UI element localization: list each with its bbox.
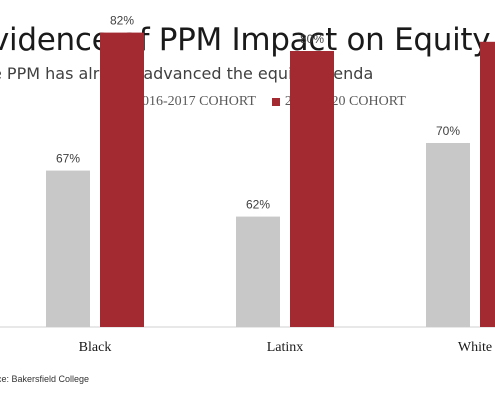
category-label-black: Black: [79, 340, 112, 355]
bar-black-2016-2017: [46, 170, 90, 327]
category-label-white: White: [458, 340, 492, 355]
chart-title: vidence of PPM Impact on Equity: [0, 22, 491, 58]
source-note: rce: Bakersfield College: [0, 374, 90, 384]
category-label-latinx: Latinx: [267, 340, 304, 355]
legend-label-2016-2017: 2016-2017 COHORT: [135, 94, 256, 109]
data-label-white-2016-2017: 70%: [436, 124, 460, 138]
chart-subtitle: e PPM has already advanced the equity ag…: [0, 64, 374, 83]
data-label-black-2016-2017: 67%: [56, 152, 80, 166]
bar-latinx-2019-2020: [290, 51, 334, 327]
bar-black-2019-2020: [100, 32, 144, 327]
data-label-latinx-2019-2020: 80%: [300, 32, 324, 46]
legend-swatch-2019-2020: [271, 98, 280, 106]
data-label-black-2019-2020: 82%: [110, 14, 134, 28]
data-label-latinx-2016-2017: 62%: [246, 198, 270, 212]
bar-latinx-2016-2017: [236, 216, 280, 327]
bar-white-2019-2020: [480, 41, 495, 328]
bar-white-2016-2017: [426, 143, 470, 327]
